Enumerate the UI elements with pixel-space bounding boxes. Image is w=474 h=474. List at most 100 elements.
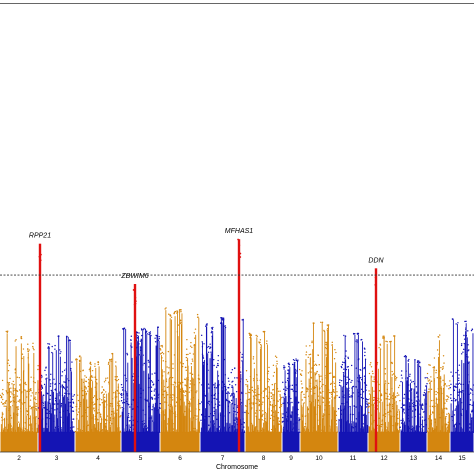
snp-column [321,322,323,433]
snp-point [72,401,74,403]
snp-column [460,426,462,433]
snp-point [440,381,442,383]
snp-point [142,354,144,356]
snp-column [260,411,262,433]
snp-column [207,392,209,433]
snp-point [411,416,413,418]
snp-point [277,411,280,414]
snp-column [151,431,153,433]
snp-point [333,390,335,392]
snp-column [432,429,434,433]
snp-point [328,405,330,407]
data-points [0,307,474,452]
snp-point [93,407,95,409]
snp-column [221,324,223,433]
snp-point [465,320,467,323]
snp-column [187,365,189,433]
snp-point [71,421,73,424]
snp-column [240,373,242,433]
snp-point [262,396,265,399]
snp-point [22,348,25,350]
snp-point [115,425,118,427]
snp-point [264,388,266,390]
snp-point [245,370,248,372]
snp-column [95,391,97,433]
snp-column [298,416,300,433]
snp-column [452,319,454,433]
snp-point [433,407,435,409]
snp-column [164,409,166,433]
snp-point [9,414,12,417]
snp-point [214,397,216,400]
snp-column [328,431,330,433]
snp-column [471,431,473,433]
significant-point [374,280,377,282]
snp-point [96,418,98,420]
snp-point [442,365,444,368]
snp-column [49,404,51,433]
snp-point [322,390,324,393]
snp-point [105,422,107,425]
snp-point [438,399,441,401]
snp-point [283,365,285,367]
snp-point [458,422,461,425]
snp-point [312,400,315,403]
snp-point [297,408,299,411]
snp-point [127,414,129,417]
snp-column [426,385,428,433]
snp-point [409,373,411,376]
snp-point [391,415,393,417]
snp-column [259,348,261,433]
snp-point [313,387,315,389]
snp-point [198,378,201,380]
snp-column [279,431,281,433]
snp-point [157,396,159,399]
snp-column [289,367,291,433]
x-tick-label: 15 [458,455,466,462]
snp-point [162,360,165,362]
snp-point [88,382,90,385]
snp-point [455,383,457,385]
snp-point [410,381,413,383]
snp-column [70,429,72,433]
snp-column [435,418,437,433]
snp-point [335,410,337,413]
snp-column [432,428,434,433]
snp-point [463,338,466,340]
snp-point [428,388,430,390]
snp-column [132,431,134,433]
snp-point [440,407,443,410]
snp-point [380,425,382,428]
snp-point [165,307,167,309]
snp-point [317,404,319,407]
snp-point [271,397,273,400]
snp-column [219,412,221,433]
snp-point [85,392,88,395]
snp-point [372,421,375,423]
snp-point [371,376,373,378]
snp-column [370,375,372,433]
snp-point [264,417,266,420]
snp-point [3,405,5,407]
snp-point [351,425,353,428]
snp-point [390,340,392,343]
snp-point [201,341,203,343]
snp-column [405,357,407,433]
snp-point [410,389,413,391]
snp-point [200,419,202,421]
snp-column [229,423,231,433]
snp-point [202,355,204,357]
snp-point [327,325,329,327]
snp-point [346,382,349,384]
snp-point [246,421,248,423]
snp-point [446,413,448,415]
snp-point [138,343,140,345]
snp-point [63,387,66,389]
snp-point [317,395,319,397]
snp-point [373,399,375,401]
snp-point [85,380,87,383]
snp-point [186,348,188,350]
snp-column [240,404,242,433]
snp-column [43,430,45,433]
snp-point [190,398,192,400]
